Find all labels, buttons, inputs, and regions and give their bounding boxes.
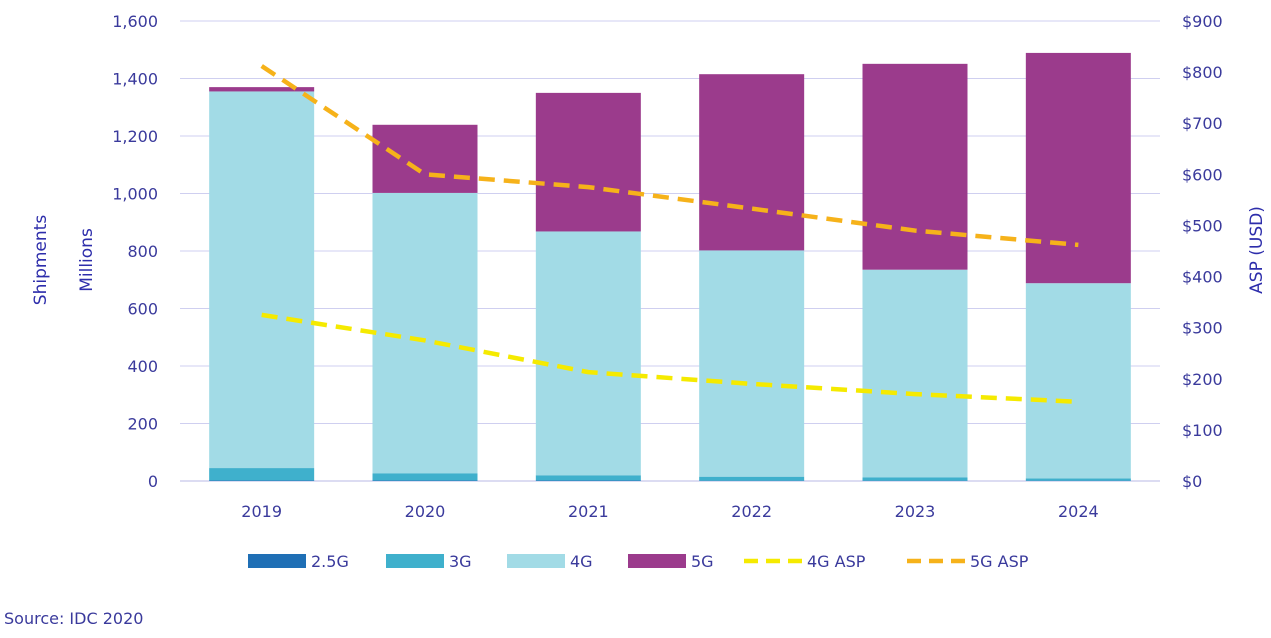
x-tick-label: 2020 — [405, 502, 446, 521]
legend-label: 4G ASP — [807, 552, 866, 571]
y-tick-label: 0 — [148, 472, 158, 491]
y-tick-label: 400 — [127, 357, 158, 376]
y-axis-title-line1: Shipments — [31, 215, 51, 306]
y-tick-label: 1,000 — [112, 185, 158, 204]
bar-3g-2023 — [862, 477, 968, 481]
legend: 2.5G 3G 4G 5G 4G ASP 5G ASP — [248, 552, 1029, 571]
asp-lines — [260, 64, 1079, 405]
legend-label: 4G — [570, 552, 593, 571]
x-tick-label: 2023 — [895, 502, 936, 521]
legend-label: 3G — [449, 552, 472, 571]
bar-3g-2024 — [1025, 478, 1131, 481]
bar-2-5g-2019 — [209, 480, 315, 481]
bar-4g-2024 — [1025, 283, 1131, 479]
y2-tick-label: $400 — [1182, 268, 1223, 287]
source-note: Source: IDC 2020 — [4, 609, 144, 628]
y2-tick-label: $900 — [1182, 12, 1223, 31]
bar-5g-2022 — [699, 74, 805, 251]
x-tick-label: 2021 — [568, 502, 609, 521]
legend-label: 2.5G — [311, 552, 349, 571]
bar-4g-2022 — [699, 250, 805, 477]
x-tick-label: 2022 — [731, 502, 772, 521]
bar-3g-2020 — [372, 473, 478, 481]
y2-axis-title: ASP (USD) — [1247, 206, 1267, 294]
y-tick-label: 1,200 — [112, 127, 158, 146]
x-tick-label: 2024 — [1058, 502, 1099, 521]
bar-stacks — [209, 52, 1131, 481]
bar-5g-2020 — [372, 124, 478, 193]
bar-4g-2021 — [535, 231, 641, 476]
y2-tick-label: $800 — [1182, 63, 1223, 82]
y2-tick-label: $300 — [1182, 319, 1223, 338]
line-4g-asp — [261, 312, 1079, 405]
y-axis-title-line2: Millions — [77, 228, 97, 292]
bar-3g-2019 — [209, 468, 315, 481]
line-5g-asp — [260, 64, 1079, 248]
legend-label: 5G — [691, 552, 714, 571]
legend-swatch — [628, 554, 686, 568]
y2-tick-label: $500 — [1182, 216, 1223, 235]
legend-label: 5G ASP — [970, 552, 1029, 571]
y-tick-label: 1,400 — [112, 70, 158, 89]
right-axis-ticks: $0 $100 $200 $300 $400 $500 $600 $700 $800 $900 — [1182, 12, 1223, 491]
bar-4g-2023 — [862, 269, 968, 478]
bar-5g-2024 — [1025, 52, 1131, 284]
bar-2-5g-2020 — [372, 480, 478, 481]
bar-5g-2021 — [535, 92, 641, 232]
legend-swatch — [386, 554, 444, 568]
y-tick-label: 600 — [127, 300, 158, 319]
bar-5g-2019 — [209, 87, 315, 92]
legend-swatch — [507, 554, 565, 568]
y2-tick-label: $700 — [1182, 114, 1223, 133]
bar-2-5g-2021 — [535, 480, 641, 481]
y2-tick-label: $0 — [1182, 472, 1202, 491]
bar-4g-2019 — [209, 91, 315, 469]
left-axis-ticks: 0 200 400 600 800 1,000 1,200 1,400 1,600 — [112, 12, 158, 491]
x-tick-label: 2019 — [241, 502, 282, 521]
y2-tick-label: $100 — [1182, 421, 1223, 440]
bar-3g-2021 — [535, 475, 641, 481]
y-tick-label: 200 — [127, 415, 158, 434]
y2-tick-label: $600 — [1182, 165, 1223, 184]
y-tick-label: 800 — [127, 242, 158, 261]
legend-swatch — [248, 554, 306, 568]
y-tick-label: 1,600 — [112, 12, 158, 31]
x-axis-ticks: 2019 2020 2021 2022 2023 2024 — [241, 502, 1098, 521]
y2-tick-label: $200 — [1182, 370, 1223, 389]
gridlines — [180, 20, 1160, 482]
bar-5g-2023 — [862, 63, 968, 270]
bar-3g-2022 — [699, 476, 805, 481]
